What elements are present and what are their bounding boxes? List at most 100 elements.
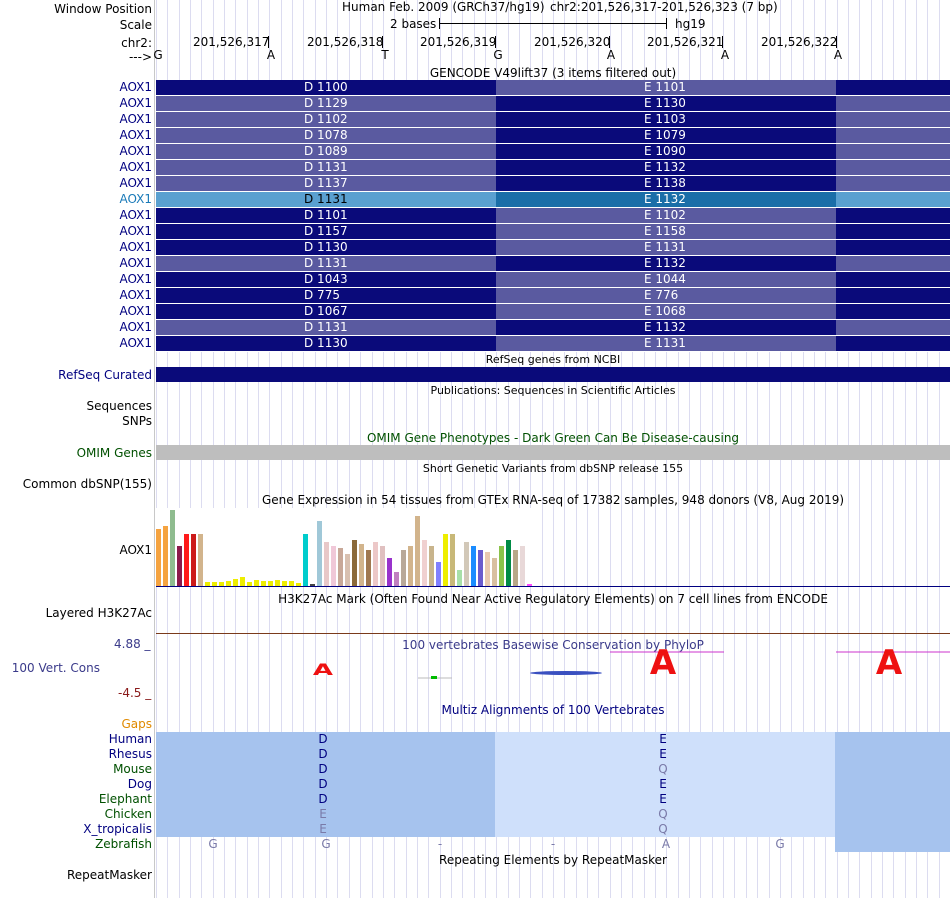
species-label[interactable]: Chicken xyxy=(104,807,152,821)
gtex-tissue-bar[interactable] xyxy=(478,550,483,586)
publications-label-line1[interactable]: Sequences xyxy=(86,399,152,413)
gtex-tissue-bar[interactable] xyxy=(373,542,378,586)
gencode-row-label[interactable]: AOX1 xyxy=(119,240,152,254)
gtex-tissue-bar[interactable] xyxy=(310,584,315,586)
gencode-transcript[interactable]: D 1131 E 1132 xyxy=(156,192,950,208)
gtex-tissue-bar[interactable] xyxy=(380,546,385,586)
gtex-tissue-bar[interactable] xyxy=(527,584,532,586)
gtex-tissue-bar[interactable] xyxy=(275,580,280,586)
gtex-tissue-bar[interactable] xyxy=(345,554,350,586)
gencode-row-label[interactable]: AOX1 xyxy=(119,160,152,174)
gtex-tissue-bar[interactable] xyxy=(254,580,259,586)
gencode-row-label[interactable]: AOX1 xyxy=(119,112,152,126)
phylop-plot[interactable]: A A A xyxy=(156,645,950,695)
species-label[interactable]: Zebrafish xyxy=(95,837,152,851)
gencode-transcript[interactable]: D 1100 E 1101 xyxy=(156,80,950,96)
gtex-tissue-bar[interactable] xyxy=(198,534,203,586)
gencode-row-label[interactable]: AOX1 xyxy=(119,272,152,286)
gtex-tissue-bar[interactable] xyxy=(394,572,399,586)
gtex-tissue-bar[interactable] xyxy=(464,542,469,586)
gtex-tissue-bar[interactable] xyxy=(219,582,224,586)
gencode-row-label[interactable]: AOX1 xyxy=(119,224,152,238)
gencode-transcript[interactable]: D 775 E 776 xyxy=(156,288,950,304)
species-label[interactable]: Rhesus xyxy=(108,747,152,761)
species-label[interactable]: Human xyxy=(108,732,152,746)
gencode-row-label[interactable]: AOX1 xyxy=(119,304,152,318)
gencode-transcript[interactable]: D 1078 E 1079 xyxy=(156,128,950,144)
gtex-tissue-bar[interactable] xyxy=(296,583,301,586)
gencode-transcript[interactable]: D 1089 E 1090 xyxy=(156,144,950,160)
gencode-transcript[interactable]: D 1131 E 1132 xyxy=(156,320,950,336)
gtex-bar-chart[interactable] xyxy=(156,508,536,586)
gencode-transcript[interactable]: D 1129 E 1130 xyxy=(156,96,950,112)
gencode-row-label[interactable]: AOX1 xyxy=(119,128,152,142)
gtex-tissue-bar[interactable] xyxy=(415,516,420,586)
gtex-tissue-bar[interactable] xyxy=(457,570,462,586)
gencode-row-label[interactable]: AOX1 xyxy=(119,208,152,222)
gtex-tissue-bar[interactable] xyxy=(401,550,406,586)
gaps-label[interactable]: Gaps xyxy=(121,717,152,731)
gtex-tissue-bar[interactable] xyxy=(240,577,245,586)
gencode-row-label[interactable]: AOX1 xyxy=(119,256,152,270)
gtex-tissue-bar[interactable] xyxy=(226,581,231,586)
gtex-tissue-bar[interactable] xyxy=(205,582,210,586)
h3k27ac-track-title[interactable]: H3K27Ac Mark (Often Found Near Active Re… xyxy=(278,592,828,606)
gtex-tissue-bar[interactable] xyxy=(317,521,322,586)
gencode-transcript[interactable]: D 1043 E 1044 xyxy=(156,272,950,288)
gtex-tissue-bar[interactable] xyxy=(184,534,189,586)
phylop-label[interactable]: 100 Vert. Cons xyxy=(11,661,100,675)
gtex-tissue-bar[interactable] xyxy=(520,546,525,586)
refseq-label[interactable]: RefSeq Curated xyxy=(58,368,152,382)
gtex-tissue-bar[interactable] xyxy=(247,582,252,586)
gencode-row-label[interactable]: AOX1 xyxy=(119,96,152,110)
repeatmasker-label[interactable]: RepeatMasker xyxy=(66,868,152,882)
gencode-row-label[interactable]: AOX1 xyxy=(119,176,152,190)
refseq-track-title[interactable]: RefSeq genes from NCBI xyxy=(485,353,621,366)
gencode-transcript[interactable]: D 1067 E 1068 xyxy=(156,304,950,320)
gtex-track-title[interactable]: Gene Expression in 54 tissues from GTEx … xyxy=(261,493,845,507)
gtex-tissue-bar[interactable] xyxy=(499,546,504,586)
gencode-row-label[interactable]: AOX1 xyxy=(119,336,152,350)
gtex-tissue-bar[interactable] xyxy=(156,529,161,586)
h3k27ac-label[interactable]: Layered H3K27Ac xyxy=(45,606,152,620)
gtex-tissue-bar[interactable] xyxy=(450,534,455,586)
gtex-tissue-bar[interactable] xyxy=(422,540,427,586)
gencode-row-label[interactable]: AOX1 xyxy=(119,80,152,94)
gtex-tissue-bar[interactable] xyxy=(387,558,392,586)
gencode-transcript[interactable]: D 1131 E 1132 xyxy=(156,256,950,272)
gtex-tissue-bar[interactable] xyxy=(429,546,434,586)
gencode-track-title[interactable]: GENCODE V49lift37 (3 items filtered out) xyxy=(429,66,677,80)
gencode-transcript[interactable]: D 1101 E 1102 xyxy=(156,208,950,224)
gtex-tissue-bar[interactable] xyxy=(408,546,413,586)
gtex-tissue-bar[interactable] xyxy=(303,534,308,586)
gtex-tissue-bar[interactable] xyxy=(289,581,294,586)
gencode-transcript[interactable]: D 1131 E 1132 xyxy=(156,160,950,176)
gtex-tissue-bar[interactable] xyxy=(177,546,182,586)
gtex-tissue-bar[interactable] xyxy=(170,510,175,586)
gencode-row-label[interactable]: AOX1 xyxy=(119,192,152,206)
gtex-label[interactable]: AOX1 xyxy=(119,543,152,557)
gtex-tissue-bar[interactable] xyxy=(282,581,287,586)
gencode-transcript[interactable]: D 1157 E 1158 xyxy=(156,224,950,240)
gtex-tissue-bar[interactable] xyxy=(436,562,441,586)
gtex-tissue-bar[interactable] xyxy=(331,546,336,586)
omim-track-title[interactable]: OMIM Gene Phenotypes - Dark Green Can Be… xyxy=(366,431,740,445)
omim-label[interactable]: OMIM Genes xyxy=(76,446,152,460)
omim-gene-bar[interactable] xyxy=(156,445,950,460)
gtex-tissue-bar[interactable] xyxy=(212,582,217,586)
gtex-tissue-bar[interactable] xyxy=(163,526,168,586)
gtex-tissue-bar[interactable] xyxy=(443,534,448,586)
refseq-gene-bar[interactable] xyxy=(156,367,950,382)
gtex-tissue-bar[interactable] xyxy=(471,546,476,586)
gtex-tissue-bar[interactable] xyxy=(268,581,273,586)
gtex-tissue-bar[interactable] xyxy=(359,544,364,586)
gencode-row-label[interactable]: AOX1 xyxy=(119,144,152,158)
gtex-tissue-bar[interactable] xyxy=(338,548,343,586)
gtex-tissue-bar[interactable] xyxy=(352,540,357,586)
